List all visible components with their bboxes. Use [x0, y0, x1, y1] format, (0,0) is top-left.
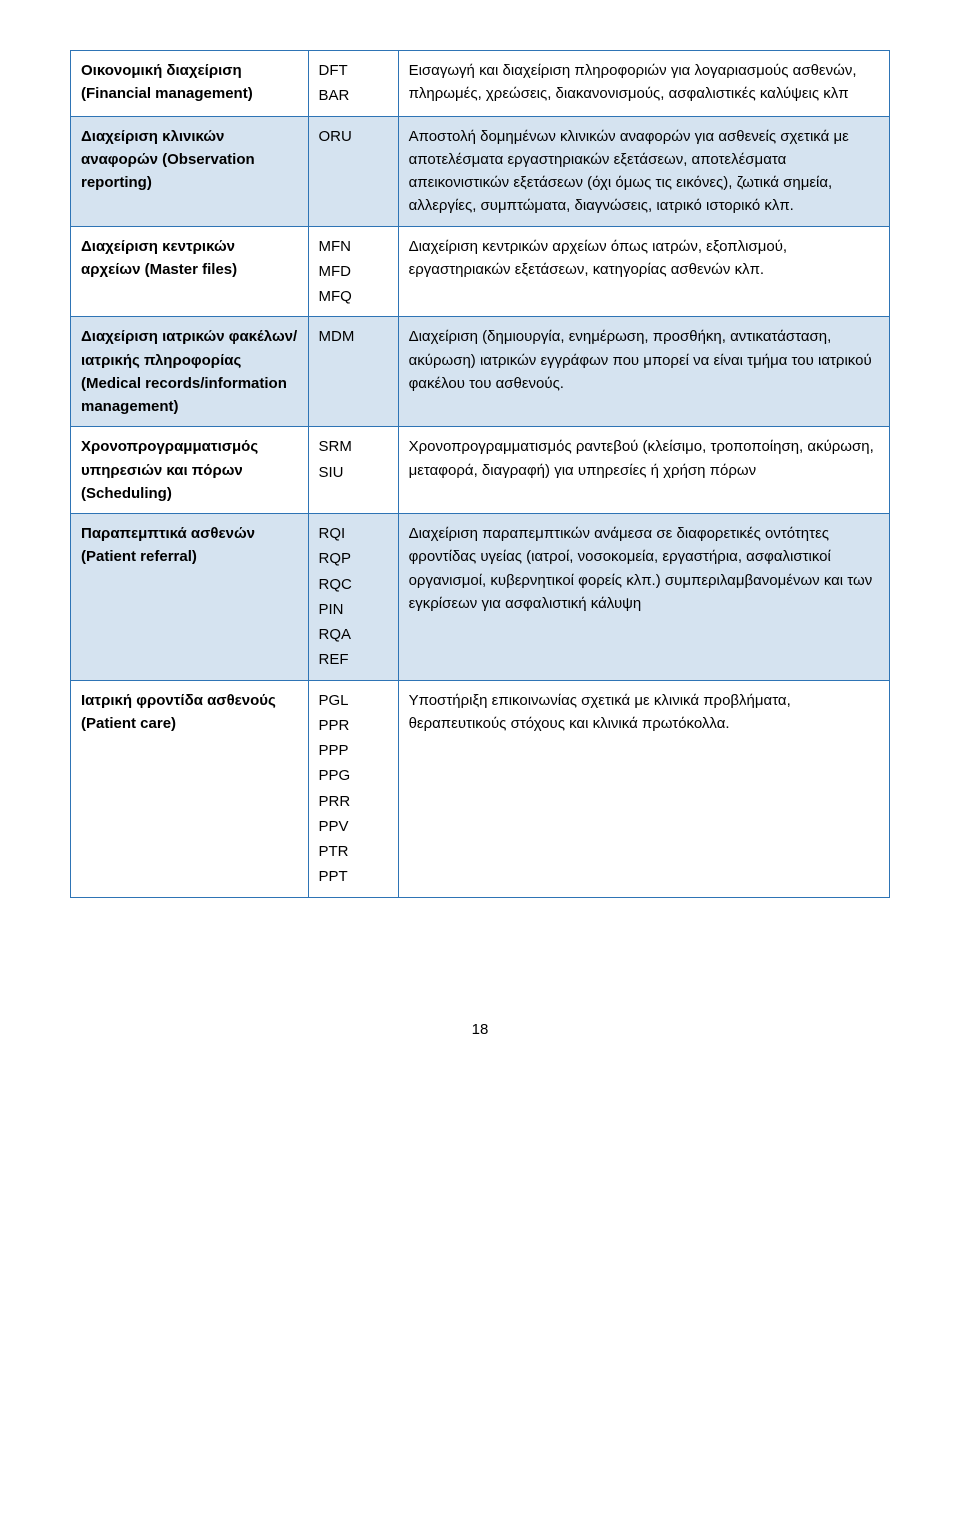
table-cell-category: Διαχείριση κεντρικών αρχείων (Master fil…: [71, 226, 309, 317]
code-item: PPG: [319, 764, 388, 787]
table-cell-category: Διαχείριση κλινικών αναφορών (Observatio…: [71, 116, 309, 226]
table-cell-description: Διαχείριση κεντρικών αρχείων όπως ιατρών…: [398, 226, 889, 317]
code-item: PPV: [319, 815, 388, 838]
table-row: Ιατρική φροντίδα ασθενούς (Patient care)…: [71, 680, 890, 897]
page-number: 18: [70, 1018, 890, 1041]
table-cell-description: Αποστολή δομημένων κλινικών αναφορών για…: [398, 116, 889, 226]
table-row: Διαχείριση ιατρικών φακέλων/ιατρικής πλη…: [71, 317, 890, 427]
table-cell-codes: ORU: [308, 116, 398, 226]
table-cell-category: Ιατρική φροντίδα ασθενούς (Patient care): [71, 680, 309, 897]
table-cell-codes: RQIRQP RQCPINRQAREF: [308, 514, 398, 681]
table-row: Παραπεμπτικά ασθενών (Patient referral)R…: [71, 514, 890, 681]
table-cell-category: Οικονομική διαχείριση (Financial managem…: [71, 51, 309, 117]
code-item: PRR: [319, 790, 388, 813]
table-row: Χρονοπρογραμματισμός υπηρεσιών και πόρων…: [71, 427, 890, 514]
code-item: PPR: [319, 714, 388, 737]
code-item: PPP: [319, 739, 388, 762]
code-item: SRM: [319, 435, 388, 458]
code-item: PIN: [319, 598, 388, 621]
table-cell-codes: SRM SIU: [308, 427, 398, 514]
code-item: MFN: [319, 235, 388, 258]
table-row: Διαχείριση κλινικών αναφορών (Observatio…: [71, 116, 890, 226]
data-table: Οικονομική διαχείριση (Financial managem…: [70, 50, 890, 898]
table-row: Διαχείριση κεντρικών αρχείων (Master fil…: [71, 226, 890, 317]
code-item: MFQ: [319, 285, 388, 308]
code-item: MFD: [319, 260, 388, 283]
code-item: PTR: [319, 840, 388, 863]
table-row: Οικονομική διαχείριση (Financial managem…: [71, 51, 890, 117]
table-cell-category: Χρονοπρογραμματισμός υπηρεσιών και πόρων…: [71, 427, 309, 514]
table-cell-description: Υποστήριξη επικοινωνίας σχετικά με κλινι…: [398, 680, 889, 897]
code-item: MDM: [319, 325, 388, 348]
table-cell-description: Χρονοπρογραμματισμός ραντεβού (κλείσιμο,…: [398, 427, 889, 514]
table-cell-description: Εισαγωγή και διαχείριση πληροφοριών για …: [398, 51, 889, 117]
table-cell-category: Διαχείριση ιατρικών φακέλων/ιατρικής πλη…: [71, 317, 309, 427]
table-cell-codes: MFNMFDMFQ: [308, 226, 398, 317]
table-cell-description: Διαχείριση (δημιουργία, ενημέρωση, προσθ…: [398, 317, 889, 427]
table-cell-codes: DFTBAR: [308, 51, 398, 117]
table-cell-category: Παραπεμπτικά ασθενών (Patient referral): [71, 514, 309, 681]
code-item: RQC: [319, 573, 388, 596]
table-cell-description: Διαχείριση παραπεμπτικών ανάμεσα σε διαφ…: [398, 514, 889, 681]
code-item: ORU: [319, 125, 388, 148]
code-item: BAR: [319, 84, 388, 107]
code-item: PGL: [319, 689, 388, 712]
code-item: RQP: [319, 547, 388, 570]
table-cell-codes: PGLPPRPPPPPG PRRPPVPTRPPT: [308, 680, 398, 897]
code-item: RQI: [319, 522, 388, 545]
code-item: RQA: [319, 623, 388, 646]
code-item: DFT: [319, 59, 388, 82]
code-item: REF: [319, 648, 388, 671]
code-item: PPT: [319, 865, 388, 888]
table-cell-codes: MDM: [308, 317, 398, 427]
code-item: SIU: [319, 461, 388, 484]
